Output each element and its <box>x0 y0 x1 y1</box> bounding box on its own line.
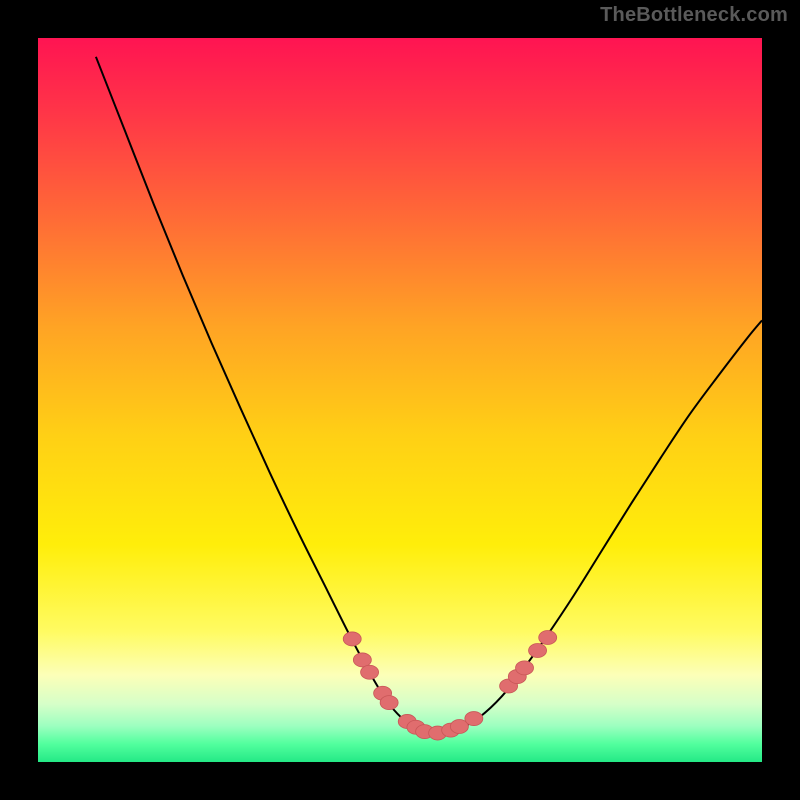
bottleneck-chart <box>0 0 800 800</box>
chart-marker <box>539 630 557 644</box>
chart-background-gradient <box>38 38 762 762</box>
chart-marker <box>353 653 371 667</box>
chart-marker <box>380 696 398 710</box>
chart-marker <box>529 644 547 658</box>
chart-marker <box>343 632 361 646</box>
watermark-text: TheBottleneck.com <box>600 4 788 27</box>
chart-marker <box>516 661 534 675</box>
chart-marker <box>465 712 483 726</box>
chart-marker <box>361 665 379 679</box>
